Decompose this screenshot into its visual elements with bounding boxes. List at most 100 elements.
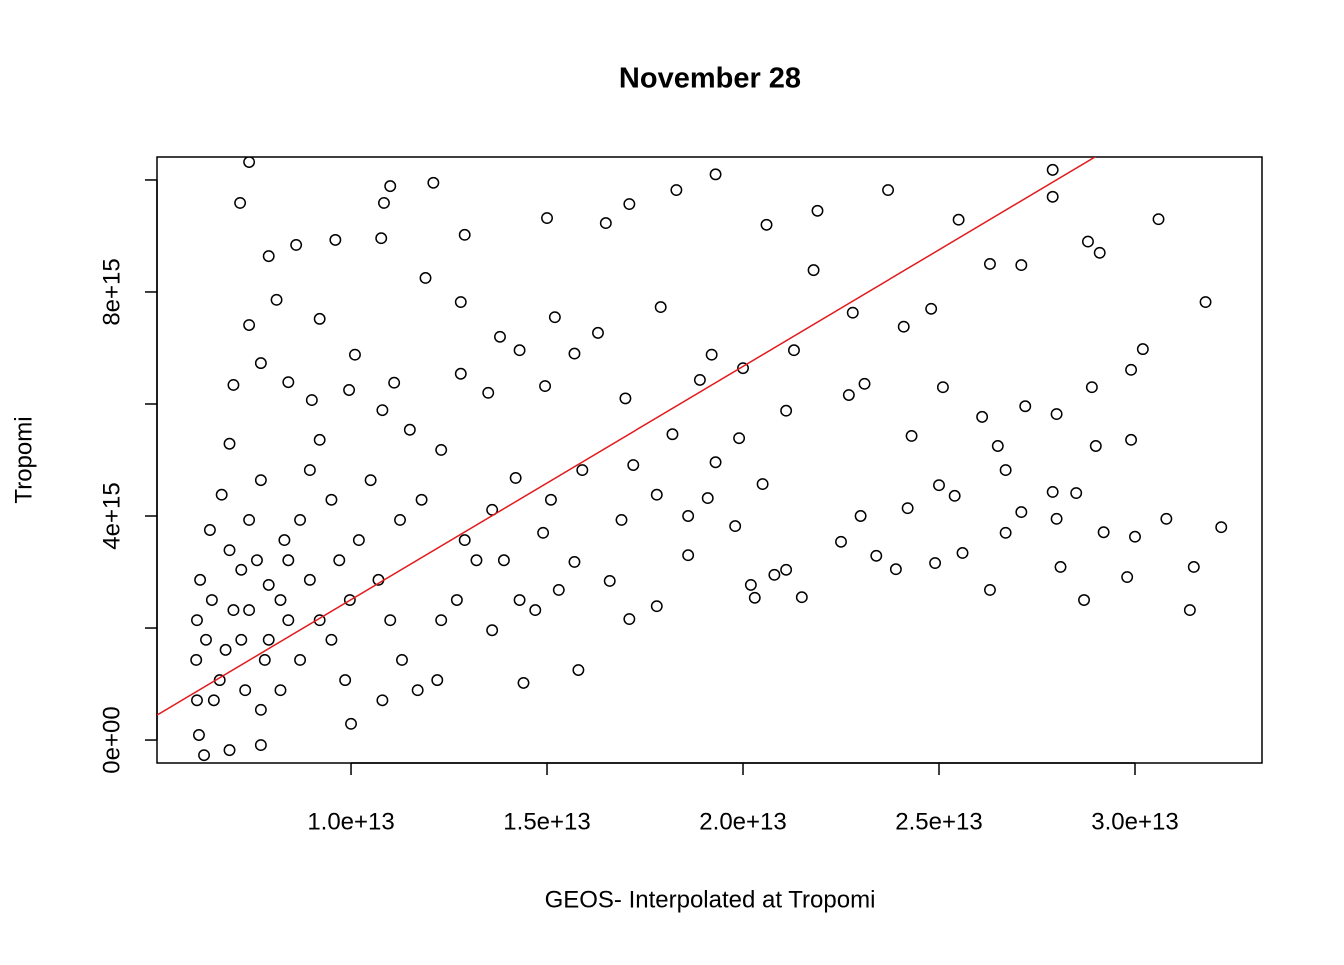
point xyxy=(454,367,467,380)
point xyxy=(282,614,295,627)
point xyxy=(999,464,1012,477)
point xyxy=(403,423,416,436)
point xyxy=(544,493,557,506)
point xyxy=(513,344,526,357)
point xyxy=(846,306,859,319)
point xyxy=(976,410,989,423)
point xyxy=(1015,259,1028,272)
x-tick-label: 2.5e+13 xyxy=(895,808,982,835)
point xyxy=(219,643,232,656)
point xyxy=(1089,440,1102,452)
point xyxy=(748,591,761,604)
point xyxy=(411,684,424,697)
point xyxy=(956,547,969,559)
point xyxy=(1097,526,1110,539)
point xyxy=(1129,530,1141,543)
point xyxy=(313,312,326,325)
point xyxy=(458,534,471,547)
point xyxy=(234,196,247,209)
point xyxy=(760,218,773,231)
point xyxy=(243,604,256,617)
point xyxy=(198,749,210,762)
point xyxy=(744,578,757,591)
point xyxy=(952,213,965,226)
point xyxy=(1046,485,1059,498)
point xyxy=(854,510,867,522)
point xyxy=(343,594,356,606)
point xyxy=(780,404,793,417)
point xyxy=(705,348,718,361)
point xyxy=(470,554,483,567)
point xyxy=(788,344,800,357)
point xyxy=(513,594,526,606)
point xyxy=(929,557,942,570)
point xyxy=(270,293,283,306)
point xyxy=(223,544,236,557)
point xyxy=(243,513,256,526)
point xyxy=(709,168,722,181)
point xyxy=(254,703,267,716)
point xyxy=(427,176,440,189)
point xyxy=(194,573,207,586)
point xyxy=(682,549,695,562)
point xyxy=(1160,512,1173,525)
point xyxy=(842,389,855,401)
point xyxy=(541,212,553,224)
point xyxy=(200,633,212,646)
point xyxy=(870,549,883,562)
point xyxy=(599,217,612,230)
point xyxy=(375,232,388,245)
point xyxy=(262,250,275,263)
point xyxy=(1215,521,1228,534)
point xyxy=(329,233,342,246)
point xyxy=(795,591,808,604)
point xyxy=(486,624,499,637)
point xyxy=(737,362,749,375)
point xyxy=(548,311,561,324)
point xyxy=(223,437,236,450)
x-axis-label: GEOS- Interpolated at Tropomi xyxy=(545,886,876,913)
point xyxy=(227,604,240,617)
point xyxy=(482,386,495,399)
point xyxy=(415,493,428,506)
point xyxy=(654,301,667,314)
point xyxy=(278,534,291,547)
point xyxy=(729,520,742,533)
y-tick-label: 8e+15 xyxy=(98,258,125,325)
point xyxy=(254,739,267,752)
point xyxy=(1050,408,1063,421)
x-tick-label: 3.0e+13 xyxy=(1091,808,1178,835)
point xyxy=(313,433,326,446)
point xyxy=(811,204,824,217)
point xyxy=(592,326,604,339)
point xyxy=(529,604,542,617)
point xyxy=(254,474,267,487)
point xyxy=(303,573,316,586)
point xyxy=(205,594,218,606)
point xyxy=(835,535,847,548)
point xyxy=(191,614,203,627)
point xyxy=(1082,235,1094,248)
point xyxy=(290,238,303,251)
point xyxy=(435,443,448,456)
point xyxy=(1019,400,1032,413)
point xyxy=(1125,433,1138,446)
point xyxy=(497,554,510,567)
point xyxy=(325,493,338,506)
point xyxy=(192,729,205,741)
point xyxy=(603,575,616,587)
point xyxy=(325,633,338,646)
point xyxy=(615,513,628,526)
point xyxy=(933,479,945,492)
point xyxy=(936,381,949,394)
point xyxy=(1183,604,1196,617)
point xyxy=(619,392,632,405)
point xyxy=(1187,561,1200,573)
point xyxy=(419,272,432,284)
point xyxy=(882,184,894,196)
point xyxy=(343,384,356,396)
point xyxy=(190,653,203,666)
point xyxy=(905,429,918,442)
y-tick-label: 0e+00 xyxy=(98,706,125,773)
point xyxy=(693,373,706,386)
